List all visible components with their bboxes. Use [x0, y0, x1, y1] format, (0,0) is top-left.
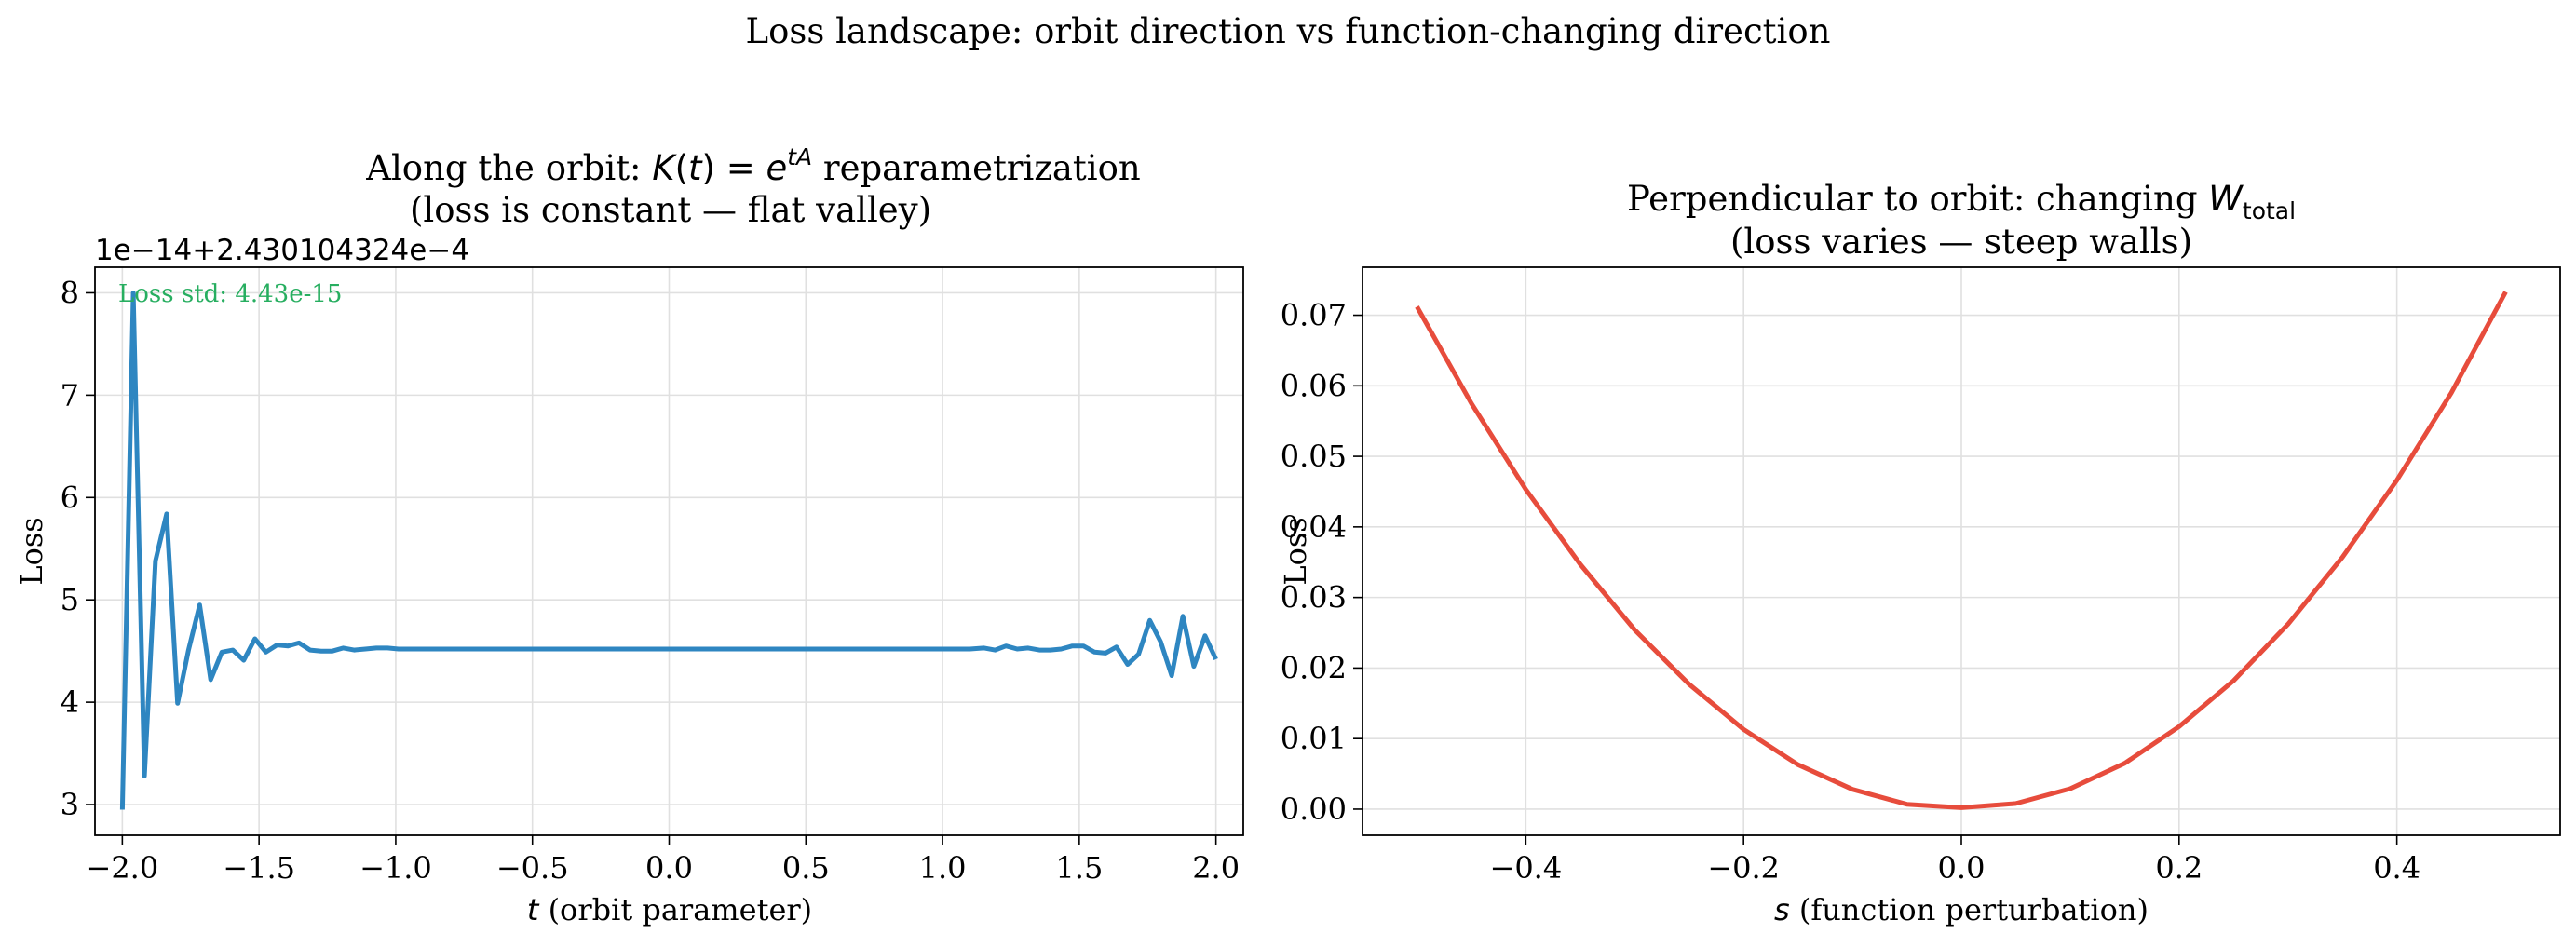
right-y-tick-label: 0.00	[1281, 791, 1347, 827]
left-title-line2: (loss is constant — flat valley)	[410, 190, 931, 230]
right-series	[1415, 291, 2508, 810]
left-title-prefix: Along the orbit:	[365, 148, 652, 188]
right-x-ticks: −0.4 −0.2 0.0 0.2 0.4	[1490, 835, 2420, 886]
left-title-line1: Along the orbit: K(t) = etA reparametriz…	[365, 143, 1140, 188]
right-x-tick-label: −0.2	[1707, 850, 1780, 886]
right-y-tick-label: 0.03	[1281, 580, 1347, 616]
left-x-axis-label: t (orbit parameter)	[527, 892, 812, 927]
chart-left: −2.0 −1.5 −1.0 −0.5 0.0 0.5 1.0 1.5 2.0 3 4 5 6 7 8 A…	[14, 143, 1244, 927]
left-series	[119, 291, 1218, 810]
right-title-line1: Perpendicular to orbit: changing Wtotal	[1627, 179, 2296, 224]
left-x-tick-label: −2.0	[87, 850, 159, 886]
left-x-tick-label: 0.5	[782, 850, 830, 886]
left-series-line-0	[119, 291, 1218, 810]
left-y-tick-label: 6	[61, 480, 79, 515]
left-y-tick-label: 5	[61, 582, 79, 617]
left-y-tick-label: 4	[61, 684, 79, 720]
right-y-ticks: 0.00 0.01 0.02 0.03 0.04 0.05 0.06 0.07	[1281, 298, 1363, 827]
right-x-tick-label: 0.2	[2155, 850, 2203, 886]
right-series-line-0	[1415, 291, 2508, 810]
right-x-axis-label: s (function perturbation)	[1774, 892, 2149, 927]
right-y-tick-label: 0.07	[1281, 298, 1347, 333]
left-y-ticks: 3 4 5 6 7 8	[61, 275, 95, 822]
right-x-tick-label: 0.4	[2373, 850, 2420, 886]
right-x-tick-label: 0.0	[1938, 850, 1986, 886]
right-y-tick-label: 0.04	[1281, 509, 1347, 545]
right-y-tick-label: 0.06	[1281, 368, 1347, 403]
left-x-tick-label: −1.0	[359, 850, 432, 886]
right-y-tick-label: 0.01	[1281, 721, 1347, 756]
right-x-tick-label: −0.4	[1490, 850, 1563, 886]
left-x-tick-label: 1.0	[919, 850, 967, 886]
right-title-prefix: Perpendicular to orbit: changing	[1627, 179, 2208, 219]
right-y-axis-label: Loss	[1278, 517, 1313, 585]
left-x-tick-label: 2.0	[1192, 850, 1240, 886]
left-x-tick-label: 1.5	[1055, 850, 1103, 886]
left-x-tick-label: −0.5	[496, 850, 569, 886]
right-y-tick-label: 0.05	[1281, 439, 1347, 474]
left-offset-text: 1e−14+2.430104324e−4	[95, 234, 469, 267]
chart-right: −0.4 −0.2 0.0 0.2 0.4 0.000.010.020.030.040.…	[1278, 179, 2561, 927]
left-y-tick-label: 8	[61, 275, 79, 310]
figure-suptitle: Loss landscape: orbit direction vs funct…	[746, 11, 1831, 51]
left-title-suffix: reparametrization	[812, 148, 1141, 188]
right-gridlines	[1363, 267, 2560, 835]
left-x-tick-label: −1.5	[223, 850, 295, 886]
left-x-ticks: −2.0 −1.5 −1.0 −0.5 0.0 0.5 1.0 1.5 2.0	[87, 835, 1240, 886]
right-title-line2: (loss varies — steep walls)	[1730, 222, 2192, 262]
left-gridlines	[95, 267, 1243, 835]
left-y-tick-label: 3	[61, 787, 79, 822]
right-y-tick-label: 0.02	[1281, 650, 1347, 685]
left-y-axis-label: Loss	[14, 517, 49, 585]
left-y-tick-label: 7	[61, 377, 79, 413]
left-std-annotation: Loss std: 4.43e-15	[118, 280, 342, 308]
left-x-tick-label: 0.0	[645, 850, 693, 886]
